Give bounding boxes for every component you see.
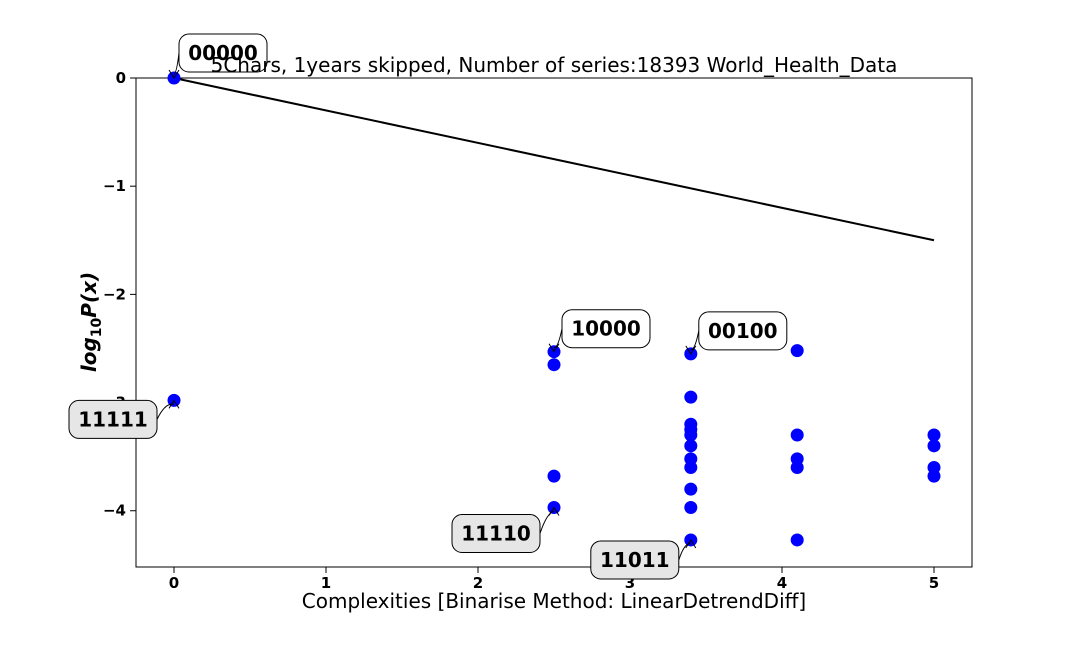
y-tick-label: −4 — [103, 502, 126, 520]
y-tick-label: 0 — [116, 69, 126, 87]
data-point — [684, 390, 698, 404]
data-point — [927, 439, 941, 453]
x-tick-label: 0 — [169, 574, 179, 592]
annotation: 10000 — [548, 309, 651, 353]
data-point — [790, 533, 804, 547]
annotation-box — [590, 540, 680, 580]
y-axis-title-tail: P(x) — [77, 272, 101, 318]
data-point — [547, 358, 561, 372]
y-tick-label: −1 — [103, 177, 126, 195]
annotation-box — [68, 399, 158, 439]
plot-frame — [135, 77, 973, 568]
annotation-label: 00000 — [188, 41, 258, 65]
data-point — [684, 439, 698, 453]
data-point — [547, 469, 561, 483]
y-axis-title-sub: 10 — [89, 317, 105, 337]
data-point — [684, 460, 698, 474]
data-point — [790, 460, 804, 474]
annotation-label: 00100 — [708, 319, 778, 343]
annotation-arrowhead — [168, 69, 180, 79]
annotation-connector — [553, 328, 563, 349]
annotation-arrowhead — [685, 539, 697, 549]
annotation: 00000 — [168, 33, 268, 79]
data-point — [684, 500, 698, 514]
data-point — [684, 428, 698, 442]
x-tick-label: 3 — [625, 574, 635, 592]
data-point — [927, 428, 941, 442]
annotation-box — [451, 513, 541, 553]
x-tick-label: 4 — [777, 574, 787, 592]
data-point — [684, 482, 698, 496]
annotation-connector — [690, 330, 700, 351]
data-points — [167, 71, 941, 547]
annotation-arrowhead — [548, 343, 560, 353]
x-tick-label: 2 — [473, 574, 483, 592]
annotations: 00000 11111 10000 11110 00100 11011 — [68, 33, 788, 580]
annotation-arrowhead — [168, 399, 180, 409]
data-point — [790, 344, 804, 358]
x-axis-title: Complexities [Binarise Method: LinearDet… — [302, 589, 806, 613]
y-axis-title-main: log — [77, 337, 101, 372]
y-tick-label: −2 — [103, 285, 126, 303]
x-tick-label: 5 — [929, 574, 939, 592]
trend-line — [173, 77, 935, 242]
trend-line-group — [173, 77, 935, 242]
annotation-connector — [678, 543, 691, 561]
annotation: 11111 — [68, 399, 180, 439]
annotation-label: 11110 — [461, 521, 531, 545]
data-point — [927, 469, 941, 483]
annotation: 11110 — [451, 506, 560, 553]
annotation-connector — [539, 511, 555, 534]
annotation-box — [178, 33, 268, 73]
annotation-arrowhead — [548, 506, 560, 516]
chart-title: 5Chars, 1years skipped, Number of series… — [211, 53, 898, 77]
x-tick-label: 1 — [321, 574, 331, 592]
annotation-box — [698, 311, 788, 351]
annotation-label: 11111 — [78, 407, 148, 431]
annotation-label: 10000 — [571, 317, 641, 341]
annotation: 00100 — [685, 311, 788, 355]
annotation-arrowhead — [685, 345, 697, 355]
data-point — [790, 428, 804, 442]
annotation-connector — [156, 403, 175, 420]
y-axis-ticks: 0−1−2−3−4 — [103, 69, 136, 520]
annotation-box — [561, 309, 651, 349]
annotation-label: 11011 — [600, 548, 670, 572]
y-axis-title: log10P(x) — [77, 272, 105, 372]
annotation: 11011 — [590, 539, 697, 580]
